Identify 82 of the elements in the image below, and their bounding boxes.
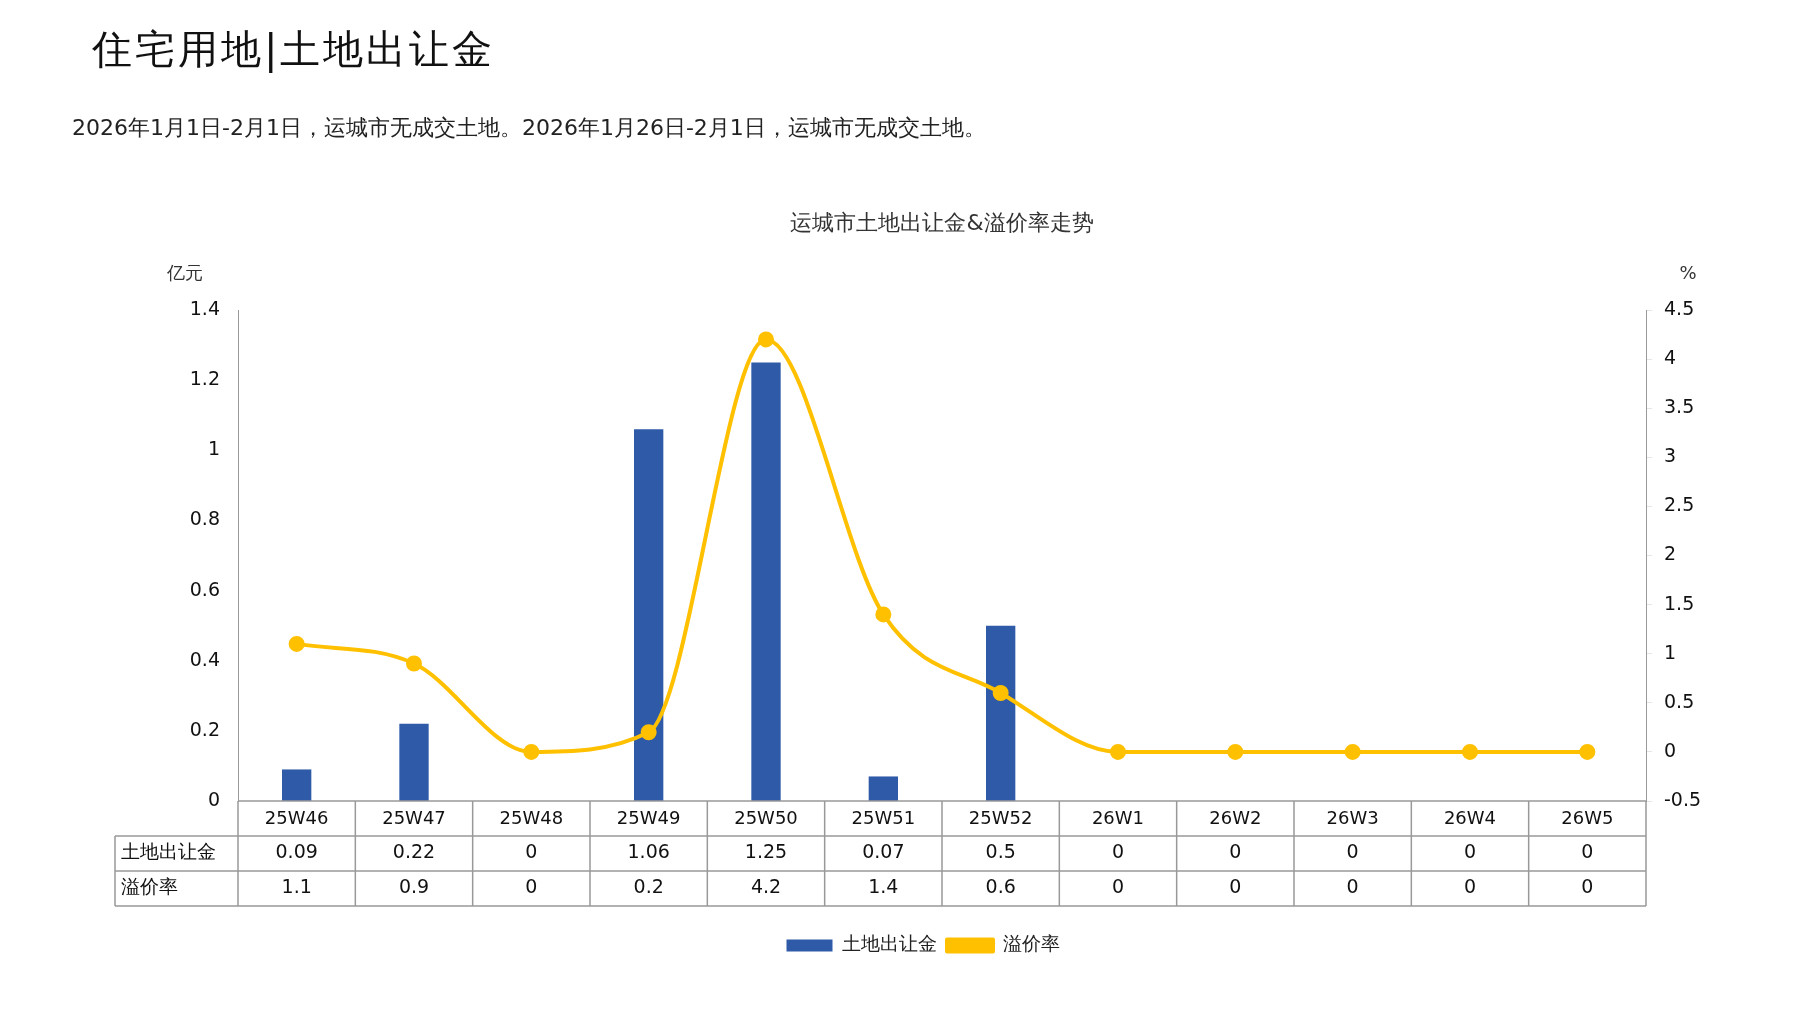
point [640, 724, 657, 741]
bar [868, 776, 898, 801]
point [1344, 743, 1361, 760]
y-tick-label: 0.8 [189, 507, 220, 530]
y2-tick-label: 0 [1664, 738, 1677, 761]
data-label: 0.9 [398, 875, 430, 898]
data-label: 0.07 [862, 840, 905, 863]
y2-tick-label: 2.5 [1664, 493, 1695, 516]
y2-tick-label: 3.5 [1664, 395, 1695, 418]
data-label: 1.06 [627, 840, 670, 863]
legend-label: 溢价率 [1002, 932, 1060, 955]
data-label: 0 [1111, 875, 1125, 898]
data-label: 0 [1581, 875, 1594, 898]
data-label: 0 [1346, 840, 1359, 863]
x-tick-label: 25W46 [264, 807, 329, 829]
y2-tick-label: 4 [1664, 346, 1677, 369]
point [875, 606, 892, 623]
data-label: 0 [525, 875, 538, 898]
chart-title: 运城市土地出让金&溢价率走势 [790, 209, 1094, 235]
y-axis-title: 亿元 [166, 261, 203, 283]
y2-axis-title: % [1679, 261, 1697, 283]
y2-tick-label: 2 [1664, 542, 1677, 565]
y2-tick-label: 3 [1664, 444, 1677, 467]
x-tick-label: 25W49 [616, 807, 681, 829]
x-tick-label: 26W4 [1443, 807, 1497, 829]
bar [282, 769, 312, 801]
y-tick-label: 0 [207, 787, 220, 810]
data-label: 1.1 [281, 875, 312, 898]
data-label: 0 [1463, 875, 1477, 898]
y2-tick-label: 4.5 [1664, 296, 1695, 319]
bar [634, 429, 664, 801]
x-tick-label: 26W2 [1209, 807, 1262, 829]
x-tick-label: 25W50 [734, 807, 798, 829]
data-label: 0 [1229, 840, 1242, 863]
point [1462, 743, 1478, 760]
data-label: 0.2 [633, 875, 664, 898]
data-label: 0 [1463, 840, 1477, 863]
data-label: 0 [1229, 875, 1242, 898]
x-tick-label: 26W1 [1091, 807, 1145, 829]
point [406, 655, 422, 672]
y2-tick-label: 1 [1664, 640, 1677, 663]
x-tick-label: 26W3 [1326, 807, 1379, 829]
bar [986, 625, 1016, 801]
text: 溢价率 [121, 875, 178, 898]
x-tick-label: 26W5 [1561, 807, 1614, 829]
y2-tick-label: 1.5 [1664, 591, 1695, 614]
point [758, 331, 774, 348]
y-tick-label: 0.6 [189, 577, 220, 600]
y-tick-label: 0.4 [189, 647, 220, 670]
y2-tick-label: -0.5 [1664, 787, 1702, 810]
text: 住宅用地|土地出让金 [92, 25, 496, 75]
text: 2026年1月1日-2月1日，运城市无成交土地。2026年1月26日-2月1日，运城市无成交土地。 [72, 114, 986, 142]
point [992, 684, 1009, 701]
point [1579, 743, 1596, 760]
y-tick-label: 1.4 [189, 296, 220, 319]
point [1110, 743, 1126, 760]
text: 土地出让金 [121, 840, 216, 863]
data-label: 0.5 [985, 840, 1016, 863]
x-tick-label: 25W47 [382, 807, 446, 829]
legend-label: 土地出让金 [842, 932, 937, 955]
point [288, 635, 305, 652]
point [523, 743, 540, 760]
data-label: 1.25 [744, 840, 788, 863]
bar [751, 362, 781, 801]
data-label: 0.6 [985, 875, 1016, 898]
y-tick-label: 1.2 [189, 367, 220, 390]
x-tick-label: 25W52 [968, 807, 1033, 829]
bar [399, 723, 429, 801]
data-label: 1.4 [868, 875, 899, 898]
data-label: 4.2 [750, 875, 782, 898]
y2-tick-label: 0.5 [1664, 689, 1695, 712]
data-label: 0 [525, 840, 538, 863]
data-label: 0.22 [392, 840, 436, 863]
x-tick-label: 25W51 [851, 807, 916, 829]
data-label: 0 [1111, 840, 1125, 863]
data-label: 0 [1346, 875, 1359, 898]
point [1227, 743, 1244, 760]
data-label: 0.09 [275, 840, 318, 863]
y-tick-label: 1 [207, 437, 220, 460]
data-label: 0 [1581, 840, 1594, 863]
y-tick-label: 0.2 [189, 717, 220, 740]
x-tick-label: 25W48 [499, 807, 564, 829]
